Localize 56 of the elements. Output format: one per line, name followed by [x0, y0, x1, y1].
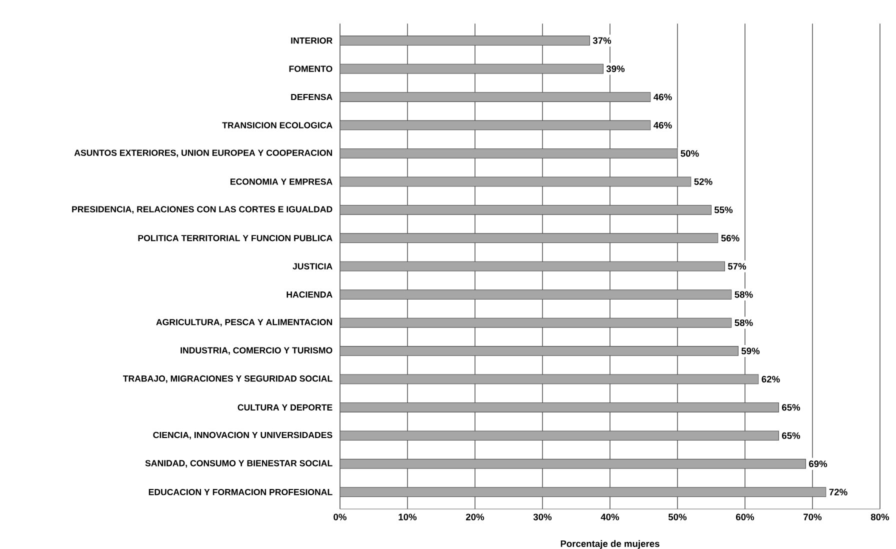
bar	[340, 148, 678, 158]
y-tick-label: FOMENTO	[289, 66, 332, 72]
y-tick-label: CULTURA Y DEPORTE	[238, 404, 332, 411]
y-tick-label: EDUCACION Y FORMACION PROFESIONAL	[148, 488, 332, 496]
y-tick-label: DEFENSA	[291, 94, 332, 100]
x-tick-label: 60%	[736, 514, 754, 520]
data-label: 46%	[654, 122, 672, 129]
x-tick-label: 10%	[398, 514, 417, 520]
y-tick-label: SANIDAD, CONSUMO Y BIENESTAR SOCIAL	[145, 460, 332, 468]
y-tick-label: ECONOMIA Y EMPRESA	[230, 178, 332, 185]
x-tick-label: 80%	[870, 514, 890, 520]
data-label: 55%	[714, 206, 733, 214]
y-tick-label: HACIENDA	[286, 291, 332, 298]
y-tick-label: CIENCIA, INNOVACION Y UNIVERSIDADES	[153, 432, 332, 440]
data-label: 39%	[606, 66, 625, 72]
y-tick-label: POLITICA TERRITORIAL Y FUNCION PUBLICA	[138, 234, 332, 242]
data-label: 69%	[809, 460, 828, 468]
bar	[340, 120, 651, 130]
bar	[340, 374, 759, 384]
data-label: 50%	[680, 150, 699, 157]
y-tick-label: JUSTICIA	[292, 263, 332, 270]
x-tick-label: 0%	[334, 514, 346, 520]
data-label: 37%	[592, 37, 612, 44]
y-tick-label: ASUNTOS EXTERIORES, UNION EUROPEA Y COOPERACION	[74, 150, 332, 158]
data-label: 52%	[694, 178, 712, 185]
y-tick-label: TRANSICION ECOLOGICA	[222, 122, 332, 128]
bar	[340, 233, 718, 244]
data-label: 57%	[728, 263, 746, 270]
data-label: 65%	[782, 404, 800, 411]
y-tick-label: TRABAJO, MIGRACIONES Y SEGURIDAD SOCIAL	[122, 375, 332, 383]
data-label: 72%	[829, 488, 848, 496]
x-axis-title: Porcentaje de mujeres	[560, 540, 660, 549]
y-tick-label: PRESIDENCIA, RELACIONES CON LAS CORTES E IGUALDAD	[72, 206, 332, 214]
x-tick-label: 30%	[533, 514, 552, 520]
y-tick-label: INDUSTRIA, COMERCIO Y TURISMO	[180, 347, 332, 355]
bar	[340, 92, 651, 102]
bar	[340, 487, 826, 497]
bar	[340, 458, 806, 469]
x-tick-label: 20%	[466, 514, 484, 520]
x-tick-label: 50%	[668, 514, 687, 520]
y-tick-label: INTERIOR	[291, 37, 332, 44]
bar	[340, 36, 590, 46]
x-tick-label: 70%	[804, 514, 822, 520]
bar	[340, 261, 726, 272]
data-label: 46%	[654, 94, 672, 100]
bar	[340, 64, 604, 74]
data-label: 65%	[782, 432, 800, 439]
bar	[340, 346, 739, 356]
x-tick-label: 40%	[600, 514, 620, 520]
data-label: 59%	[741, 348, 760, 354]
y-tick-label: AGRICULTURA, PESCA Y ALIMENTACION	[156, 319, 332, 327]
data-label: 58%	[734, 319, 753, 326]
data-label: 56%	[721, 234, 740, 242]
bar	[340, 176, 692, 187]
data-label: 62%	[762, 376, 780, 382]
data-label: 58%	[734, 291, 753, 298]
